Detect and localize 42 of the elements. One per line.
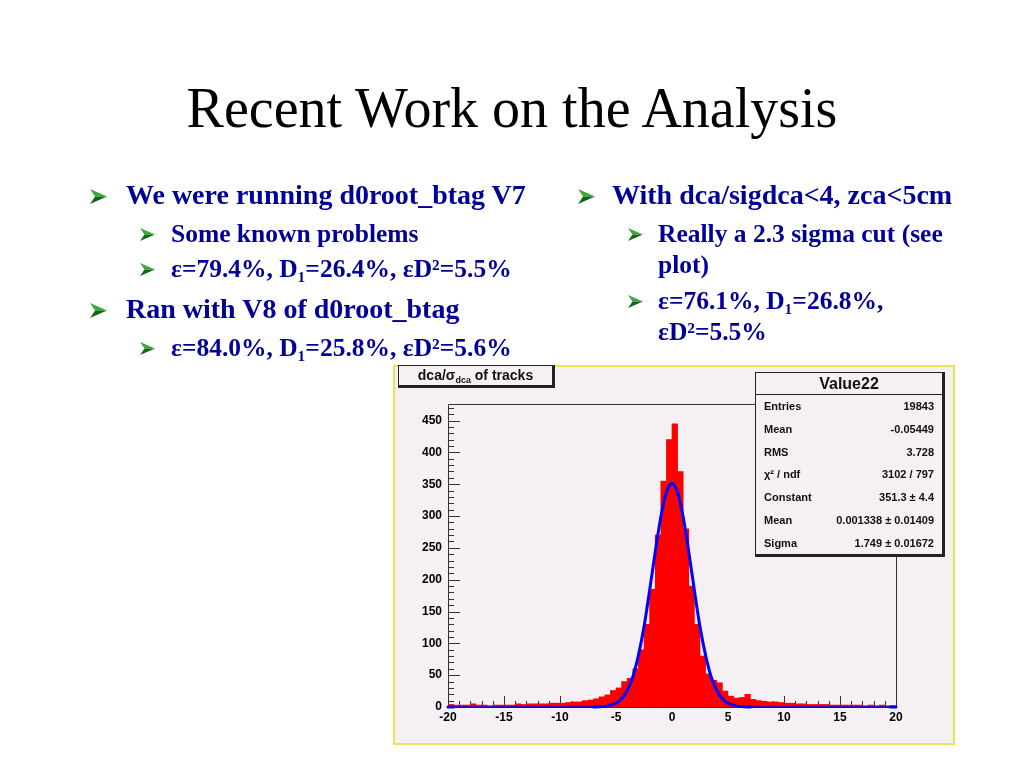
annotation: 0.001338 ± 0.01409 [836, 513, 934, 528]
y-tick-label: 150 [421, 603, 443, 618]
annotation: 3102 / 797 [882, 467, 934, 483]
x-tick-label: 5 [724, 709, 732, 724]
annotation: -0.05449 [890, 421, 934, 437]
x-tick-label: 10 [777, 709, 791, 724]
y-tick-label: 300 [421, 508, 443, 523]
x-tick-label: -15 [495, 709, 513, 724]
annotation: Sigma [764, 535, 798, 551]
chart-title: Recent Work on the Analysis [185, 76, 839, 140]
text: ε=79.4%, D₁=26.4%, εD²=5.5% [171, 252, 513, 284]
annotation: Mean [764, 421, 793, 437]
text: Ran with V8 of d0root_btag [126, 292, 461, 326]
text: With dca/sigdca<4, zca<5cm [612, 178, 954, 212]
y-tick-label: 250 [421, 540, 443, 555]
annotation: Entries [764, 399, 802, 414]
annotation: Constant [764, 490, 812, 506]
text: Really a 2.3 sigma cut (see plot) [658, 217, 944, 280]
x-tick-label: -10 [551, 709, 569, 724]
x-tick-label: 15 [833, 709, 847, 724]
x-tick-label: -5 [610, 709, 622, 724]
y-tick-label: 200 [421, 572, 443, 586]
text: 19843 [903, 400, 934, 412]
text: ε=76.1%, D₁=26.8%, εD²=5.5% [658, 284, 885, 347]
x-tick-label: 20 [889, 709, 903, 724]
annotation: Mean [764, 513, 793, 528]
y-tick-label: 350 [421, 476, 443, 491]
y-tick-label: 450 [421, 412, 443, 427]
y-tick-label: 400 [421, 444, 443, 459]
annotation: 351.3 ± 4.4 [879, 490, 934, 506]
text: 3.728 [906, 445, 934, 458]
y-tick-label: 100 [421, 635, 443, 650]
text: We were running d0root_btag V7 [126, 178, 527, 212]
text: Some known problems [171, 217, 420, 249]
title-box: dca/σ$_{dca}$ of tracks [398, 365, 555, 388]
annotation: χ² / ndf [764, 467, 801, 483]
x-tick-label: 0 [668, 709, 676, 724]
y-tick-label: 50 [428, 667, 443, 682]
text: Value22 [819, 375, 879, 392]
annotation: 1.749 ± 0.01672 [854, 535, 934, 551]
text: ε=84.0%, D₁=25.8%, εD²=5.6% [171, 331, 513, 363]
annotation: RMS [764, 444, 789, 460]
